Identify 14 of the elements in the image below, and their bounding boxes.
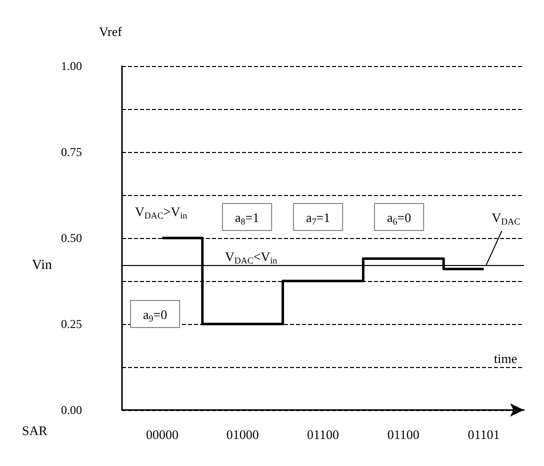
text: SAR [22,423,48,438]
x-tick-label: 01101 [468,427,500,442]
x-tick-label: 00000 [146,427,178,442]
x-axis-title: time [494,351,518,366]
x-tick-label: 01000 [226,427,259,442]
y-tick-label: 0.00 [61,403,82,417]
y-tick-label: 0.25 [61,317,82,331]
y-axis-title: Vref [98,24,123,39]
x-tick-label: 01100 [387,427,420,442]
y-tick-label: 0.75 [61,145,82,159]
ref-line-label: Vin [32,258,52,274]
y-tick-label: 0.50 [61,231,82,245]
x-tick-label: 01100 [306,427,340,442]
y-tick-label: 1.00 [61,59,82,73]
